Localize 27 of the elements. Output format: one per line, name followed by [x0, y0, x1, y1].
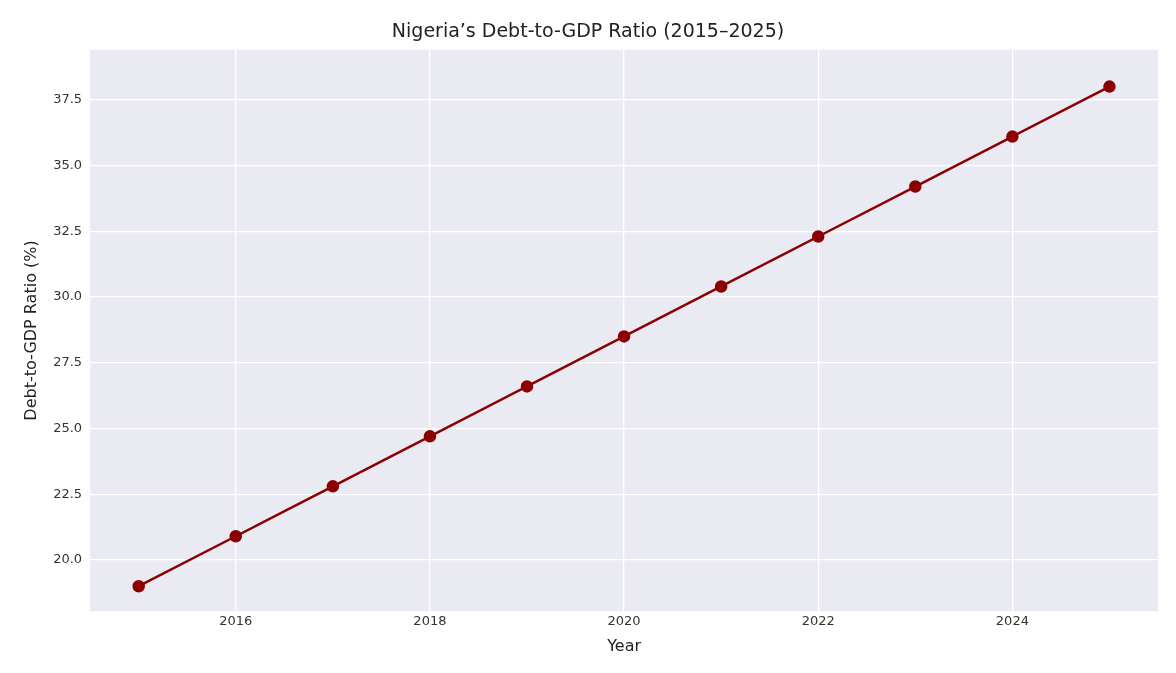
x-tick-label: 2018	[413, 613, 447, 629]
x-axis-title: Year	[606, 635, 642, 655]
point	[617, 330, 631, 343]
point	[909, 180, 922, 193]
point	[520, 380, 534, 393]
y-tick-label: 32.5	[53, 222, 83, 238]
y-tick-label: 30.0	[53, 288, 83, 304]
x-tick-label: 2020	[607, 613, 641, 629]
y-tick-label: 27.5	[53, 354, 83, 370]
x-tick-label: 2016	[219, 613, 253, 629]
x-tick-label: 2022	[801, 613, 835, 629]
y-tick-label: 37.5	[53, 91, 83, 107]
point	[1103, 80, 1116, 93]
point	[423, 430, 437, 443]
point	[229, 530, 243, 543]
point	[132, 579, 145, 593]
y-tick-label: 20.0	[53, 551, 83, 567]
y-tick-label: 22.5	[53, 485, 83, 501]
point	[326, 480, 340, 493]
point	[714, 280, 728, 293]
y-tick-label: 35.0	[53, 156, 83, 172]
chart-title: Nigeria’s Debt-to-GDP Ratio (2015–2025)	[391, 19, 785, 42]
y-axis-title: Debt-to-GDP Ratio (%)	[20, 240, 40, 421]
x-tick-label: 2024	[995, 613, 1029, 629]
y-tick-label: 25.0	[53, 419, 83, 435]
point	[1006, 130, 1019, 143]
point	[811, 230, 825, 243]
